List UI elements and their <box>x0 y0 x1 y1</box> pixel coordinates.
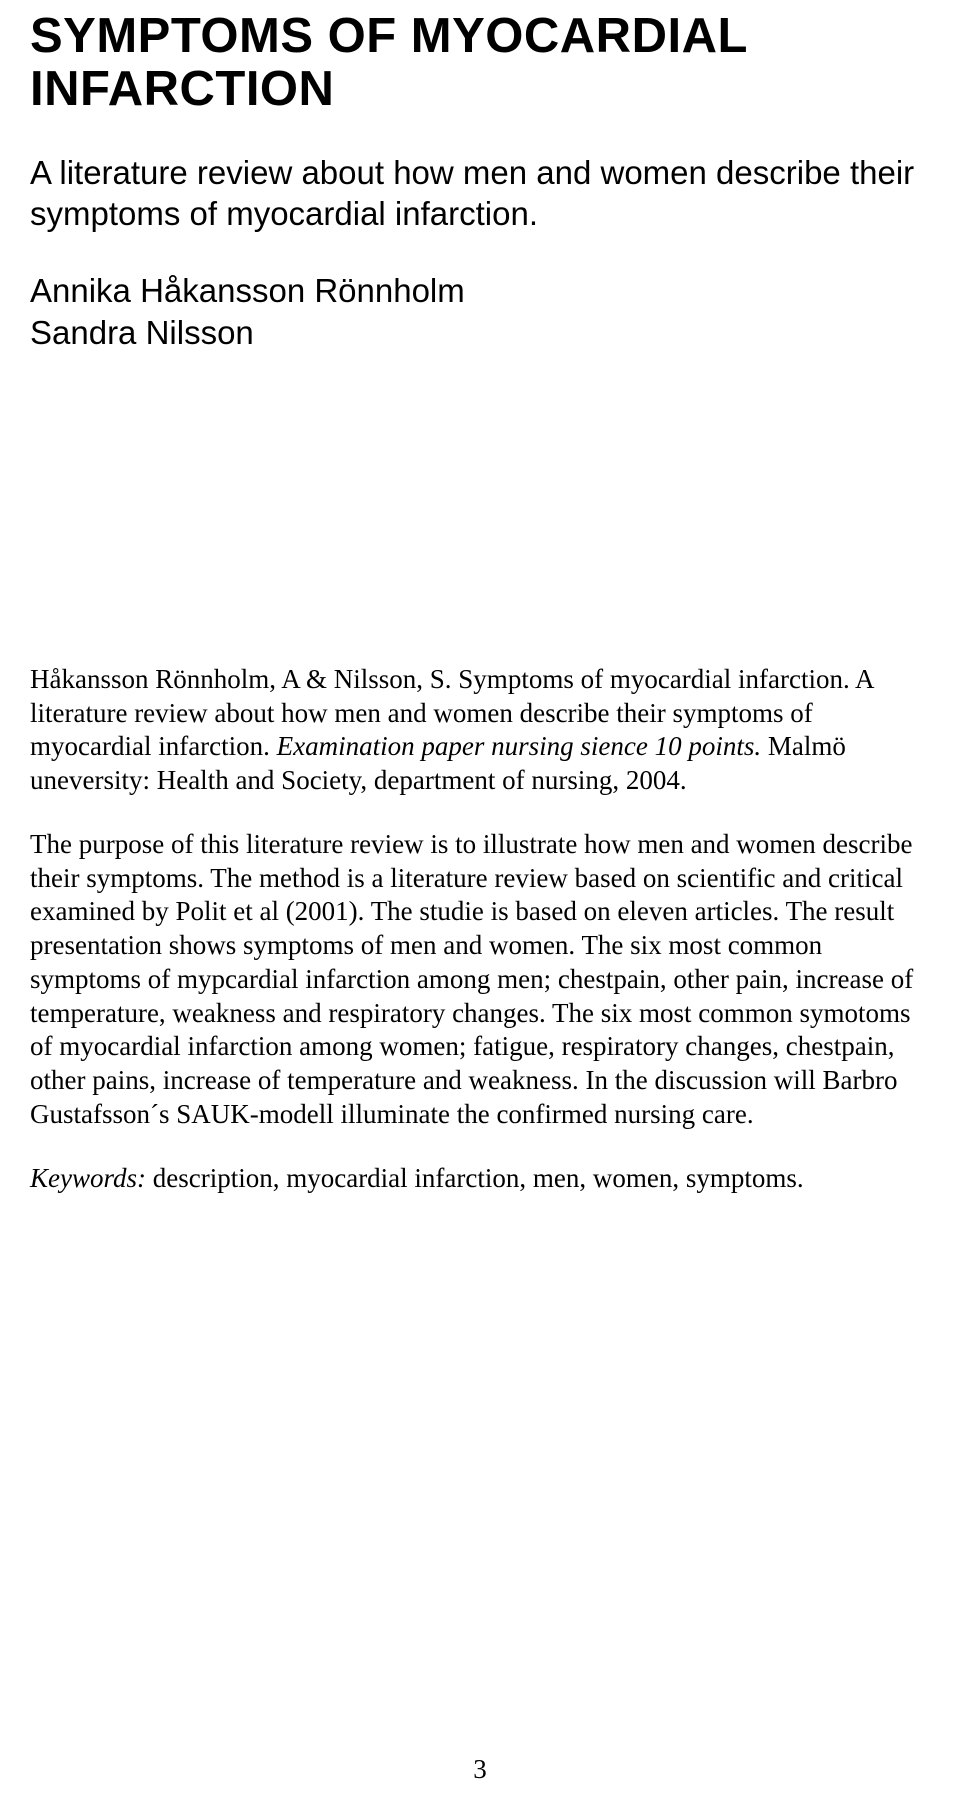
citation-exam: Examination paper nursing sience 10 poin… <box>270 731 761 761</box>
authors-block: Annika Håkansson Rönnholm Sandra Nilsson <box>30 270 930 353</box>
document-subtitle: A literature review about how men and wo… <box>30 152 930 235</box>
citation-paragraph: Håkansson Rönnholm, A & Nilsson, S. Symp… <box>30 663 930 798</box>
document-title: SYMPTOMS OF MYOCARDIAL INFARCTION <box>30 10 930 116</box>
keywords-label: Keywords: <box>30 1163 146 1193</box>
keywords-paragraph: Keywords: description, myocardial infarc… <box>30 1162 930 1196</box>
page-number: 3 <box>0 1754 960 1785</box>
abstract-paragraph: The purpose of this literature review is… <box>30 828 930 1132</box>
author-2: Sandra Nilsson <box>30 314 254 351</box>
document-page: SYMPTOMS OF MYOCARDIAL INFARCTION A lite… <box>0 0 960 1803</box>
author-1: Annika Håkansson Rönnholm <box>30 272 465 309</box>
keywords-text: description, myocardial infarction, men,… <box>146 1163 804 1193</box>
